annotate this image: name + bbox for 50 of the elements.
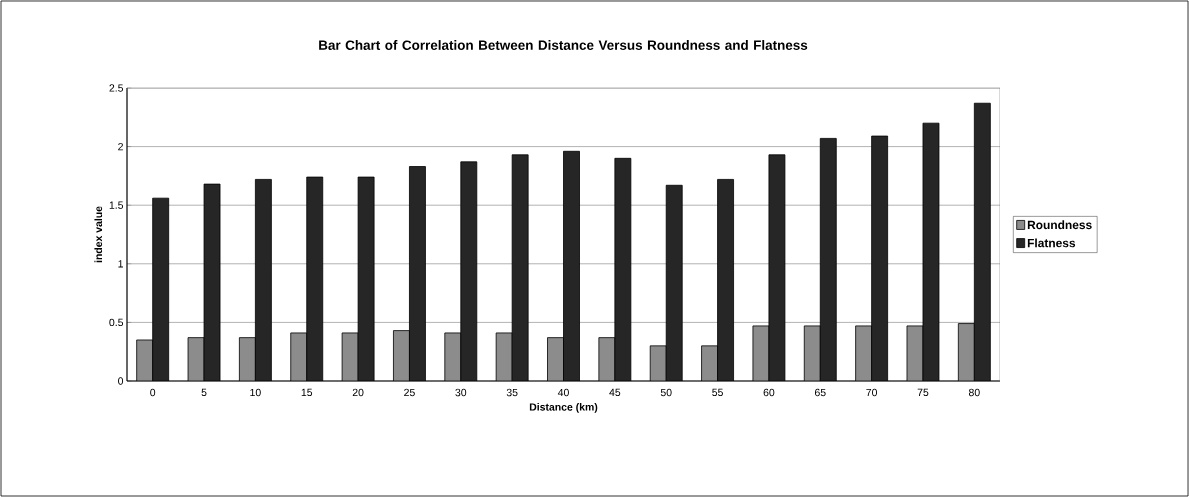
x-tick-label: 25: [404, 388, 415, 397]
legend-label: Flatness: [1027, 238, 1076, 248]
y-tick-label: 1: [118, 260, 123, 268]
bar: [239, 337, 256, 381]
bar: [512, 154, 529, 381]
legend-label: Roundness: [1027, 220, 1092, 230]
x-tick-label: 70: [866, 388, 878, 397]
bar: [255, 179, 272, 381]
y-tick-label: 0: [118, 377, 124, 385]
x-tick-label: 30: [455, 388, 467, 397]
x-tick-label: 40: [557, 388, 569, 397]
bar: [547, 337, 564, 381]
x-tick-label: 50: [660, 388, 672, 397]
x-tick-label: 75: [917, 388, 929, 397]
x-tick-label: 65: [814, 388, 826, 397]
chart-title: Bar Chart of Correlation Between Distance Versus Roundness and Flatness: [319, 40, 808, 50]
bar: [563, 151, 580, 381]
x-tick-label: 55: [712, 388, 723, 397]
bar: [152, 198, 169, 381]
y-tick-label: 2: [118, 142, 123, 151]
x-tick-label: 80: [968, 388, 980, 397]
x-tick-label: 20: [352, 388, 364, 397]
bar: [973, 102, 991, 381]
bar: [409, 166, 426, 381]
bar: [460, 161, 477, 381]
bar: [855, 325, 872, 381]
bar: [701, 345, 718, 381]
bar: [666, 185, 683, 381]
x-tick-label: 10: [250, 388, 261, 397]
x-tick-label: 0: [150, 388, 156, 397]
x-tick-label: 45: [609, 388, 621, 397]
x-tick-label: 5: [201, 388, 207, 397]
bar: [717, 179, 734, 381]
bar: [820, 138, 837, 381]
y-tick-label: 0.5: [109, 318, 124, 327]
bar: [650, 345, 667, 381]
bar: [496, 332, 513, 381]
y-tick-label: 2.5: [109, 84, 124, 92]
x-tick-label: 15: [301, 388, 313, 397]
bar: [306, 177, 323, 381]
x-tick-label: 60: [763, 388, 775, 397]
bar: [290, 332, 307, 381]
y-axis-title: index value: [94, 206, 103, 263]
bar: [871, 136, 888, 381]
bar: [393, 330, 410, 381]
x-axis-title: Distance (km): [529, 403, 598, 413]
bar: [804, 325, 821, 381]
bar: [444, 332, 461, 381]
y-tick-label: 1.5: [109, 201, 124, 209]
x-tick-label: 35: [506, 388, 518, 397]
